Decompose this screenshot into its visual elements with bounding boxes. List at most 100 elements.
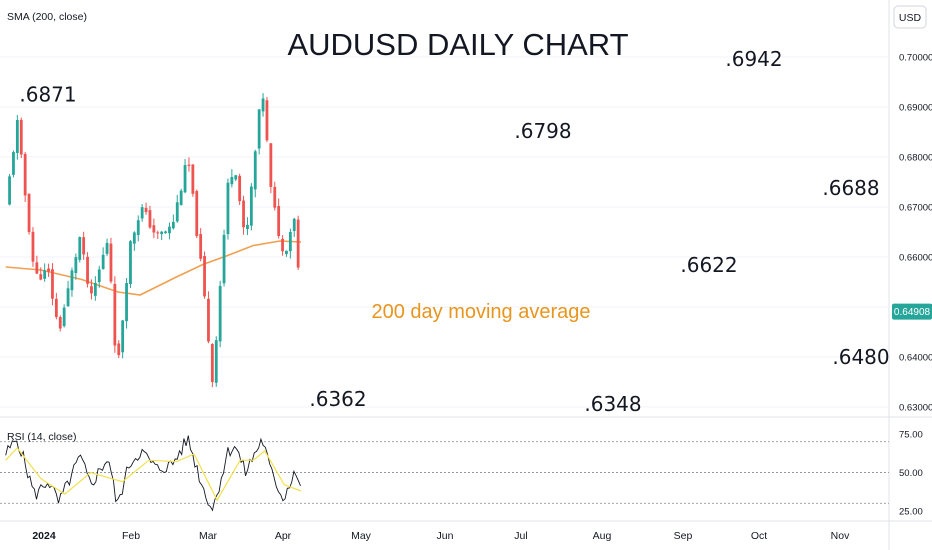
candle[interactable] [70,267,74,297]
candle[interactable] [160,231,164,241]
candle[interactable] [101,247,105,270]
candle[interactable] [27,193,31,235]
candle[interactable] [199,228,203,262]
candle-body [226,182,230,235]
candle[interactable] [39,267,43,281]
candle[interactable] [129,240,132,289]
candle-body [203,256,206,297]
candle[interactable] [210,343,214,388]
candle[interactable] [132,231,136,251]
candle[interactable] [242,195,245,235]
candle[interactable] [288,228,292,259]
candle[interactable] [58,315,62,332]
rsi-layer [5,435,302,512]
candle[interactable] [90,279,93,300]
candle[interactable] [54,292,58,320]
candle[interactable] [218,280,222,348]
candle[interactable] [171,214,175,230]
candle-body [288,231,292,252]
candle[interactable] [8,173,11,206]
candle[interactable] [269,143,273,194]
time-tick-label: 2024 [32,530,56,542]
candle[interactable] [156,230,160,239]
candle[interactable] [82,231,86,260]
candle[interactable] [164,230,167,234]
candle-body [121,320,125,353]
candle[interactable] [12,150,15,178]
candle[interactable] [296,215,300,270]
candle[interactable] [125,277,128,329]
candle[interactable] [249,183,253,231]
candle[interactable] [175,194,179,223]
indicator-legend[interactable]: SMA (200, close) [7,11,87,23]
candle[interactable] [246,217,249,236]
candle-body [15,120,19,153]
rsi-axis[interactable]: 75.00 50.00 25.00 [899,430,923,518]
candle[interactable] [179,188,183,206]
candle[interactable] [168,222,171,240]
candles-layer[interactable] [8,86,301,388]
candle-body [160,231,164,235]
candle[interactable] [195,189,199,239]
candle[interactable] [31,227,35,267]
currency-button[interactable] [893,5,927,29]
candle[interactable] [117,340,121,359]
candle[interactable] [113,276,117,353]
candle[interactable] [62,304,66,328]
candle[interactable] [281,235,284,256]
candle[interactable] [238,173,242,206]
candle[interactable] [66,280,70,307]
currency-label: USD [899,12,922,24]
candle[interactable] [257,109,261,155]
candle[interactable] [183,159,187,194]
rsi-reference-lines [0,441,889,504]
candle[interactable] [109,237,113,284]
candle[interactable] [97,265,101,288]
candle[interactable] [15,115,19,160]
candle[interactable] [265,96,269,143]
price-annotation: .6348 [584,392,641,416]
candle[interactable] [105,238,109,257]
candle[interactable] [253,149,257,198]
candle[interactable] [187,157,191,172]
candle[interactable] [285,250,288,257]
candle[interactable] [191,164,195,197]
candle[interactable] [207,291,210,344]
candle[interactable] [140,203,144,222]
candle[interactable] [214,336,218,387]
candle-body [51,269,54,299]
candle[interactable] [222,229,226,287]
candle[interactable] [121,319,125,359]
candle[interactable] [136,215,140,242]
price-axis[interactable]: 0.700000.690000.680000.670000.660000.650… [899,53,932,414]
candle[interactable] [226,178,230,240]
candle-body [183,165,187,193]
candle[interactable] [144,202,148,215]
rsi-tick-label: 25.00 [899,507,923,518]
candle[interactable] [86,252,89,288]
candle[interactable] [78,236,82,263]
candle[interactable] [23,151,27,202]
candle[interactable] [234,174,238,182]
candle[interactable] [19,117,23,159]
candle[interactable] [47,263,50,277]
rsi-legend[interactable]: RSI (14, close) [7,431,76,443]
candle[interactable] [277,198,281,239]
candle[interactable] [273,181,277,211]
candle[interactable] [51,263,54,306]
candle[interactable] [74,253,78,280]
candle[interactable] [35,255,39,274]
candle[interactable] [93,276,97,301]
candle[interactable] [261,93,265,117]
candle[interactable] [230,169,234,188]
candle[interactable] [292,217,296,237]
rsi-line [5,435,301,512]
candle[interactable] [43,263,47,282]
price-tick-label: 0.64000 [899,353,932,364]
candle[interactable] [148,205,152,229]
candle[interactable] [203,251,206,299]
candle[interactable] [152,218,156,239]
price-annotation: .6362 [309,387,366,411]
time-axis[interactable]: 2024 Feb Mar Apr May Jun Jul Aug Sep Oct Nov [32,530,850,542]
